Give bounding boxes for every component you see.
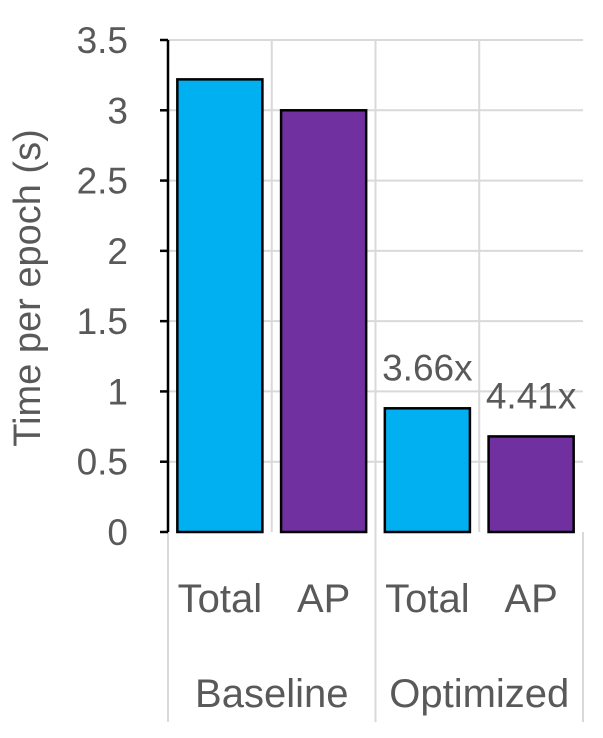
group-label: Baseline (195, 672, 348, 716)
y-tick-label: 3.5 (77, 20, 128, 61)
bar (279, 109, 368, 534)
data-label: 3.66x (382, 347, 473, 388)
y-tick-label: 1 (107, 371, 128, 412)
axes (160, 38, 170, 534)
category-label: AP (297, 577, 350, 621)
bars (176, 78, 575, 534)
bar (176, 78, 264, 534)
category-label: AP (504, 577, 557, 621)
labels: 0 0.5 1 1.5 2 2.5 3 3.5 Total AP Total 3.66x AP 4.41x… (77, 20, 577, 716)
y-tick-label: 0 (107, 512, 128, 553)
y-tick-label: 2.5 (77, 161, 128, 202)
y-axis-title: Time per epoch (s) (7, 129, 49, 446)
group-label: Optimized (389, 672, 569, 716)
y-tick-label: 3 (107, 90, 128, 131)
category-label: Total (178, 577, 263, 621)
bar (487, 435, 575, 534)
y-tick-label: 1.5 (77, 301, 128, 342)
y-tick-label: 0.5 (77, 442, 128, 483)
category-label: Total (385, 577, 470, 621)
data-label: 4.41x (486, 375, 577, 416)
y-tick-label: 2 (107, 231, 128, 272)
bar (383, 407, 472, 534)
